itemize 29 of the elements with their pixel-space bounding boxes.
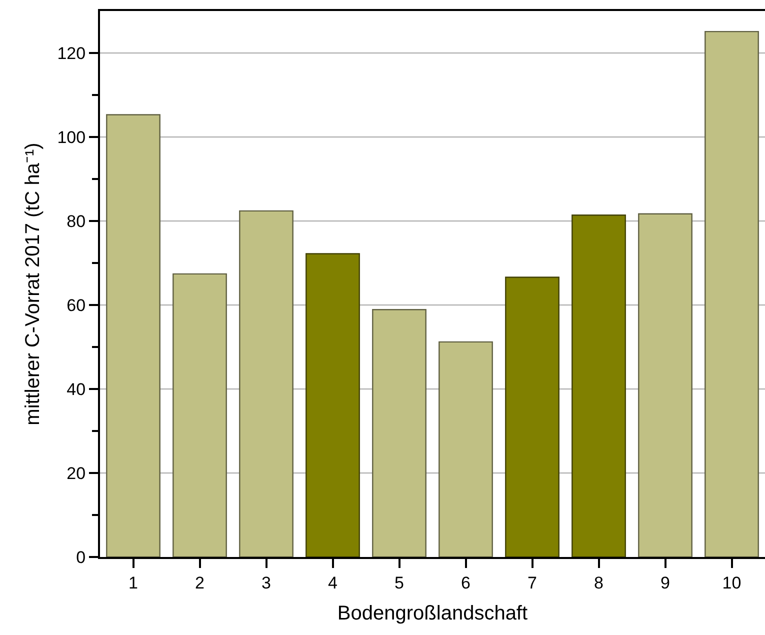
x-tick-label: 6 [461, 573, 470, 592]
bar [572, 214, 626, 557]
x-tick-label: 2 [195, 573, 204, 592]
x-tick-label: 4 [328, 573, 338, 592]
bar [306, 253, 360, 557]
y-tick-label: 120 [57, 44, 86, 63]
bar [638, 213, 692, 557]
x-tick-label: 1 [128, 573, 138, 592]
y-axis-title: mittlerer C-Vorrat 2017 (tC ha⁻¹) [22, 142, 44, 426]
y-tick-label: 40 [66, 380, 86, 399]
y-tick-label: 60 [66, 296, 86, 315]
x-tick-label: 8 [594, 573, 604, 592]
bar [704, 30, 759, 557]
x-tick-label: 5 [394, 573, 404, 592]
x-tick-label: 10 [722, 573, 742, 592]
bar [172, 273, 227, 557]
bar [106, 114, 160, 557]
bar [239, 210, 294, 557]
y-tick-label: 100 [57, 128, 86, 147]
x-tick-label: 9 [660, 573, 670, 592]
bar [372, 309, 426, 557]
y-tick-label: 0 [76, 548, 86, 567]
bar [505, 276, 560, 557]
y-tick-label: 20 [66, 464, 86, 483]
x-tick-label: 3 [262, 573, 271, 592]
y-tick-label: 80 [66, 212, 86, 231]
x-axis-title: Bodengroßlandschaft [337, 602, 528, 624]
x-tick-label: 7 [528, 573, 537, 592]
bar [438, 341, 493, 557]
